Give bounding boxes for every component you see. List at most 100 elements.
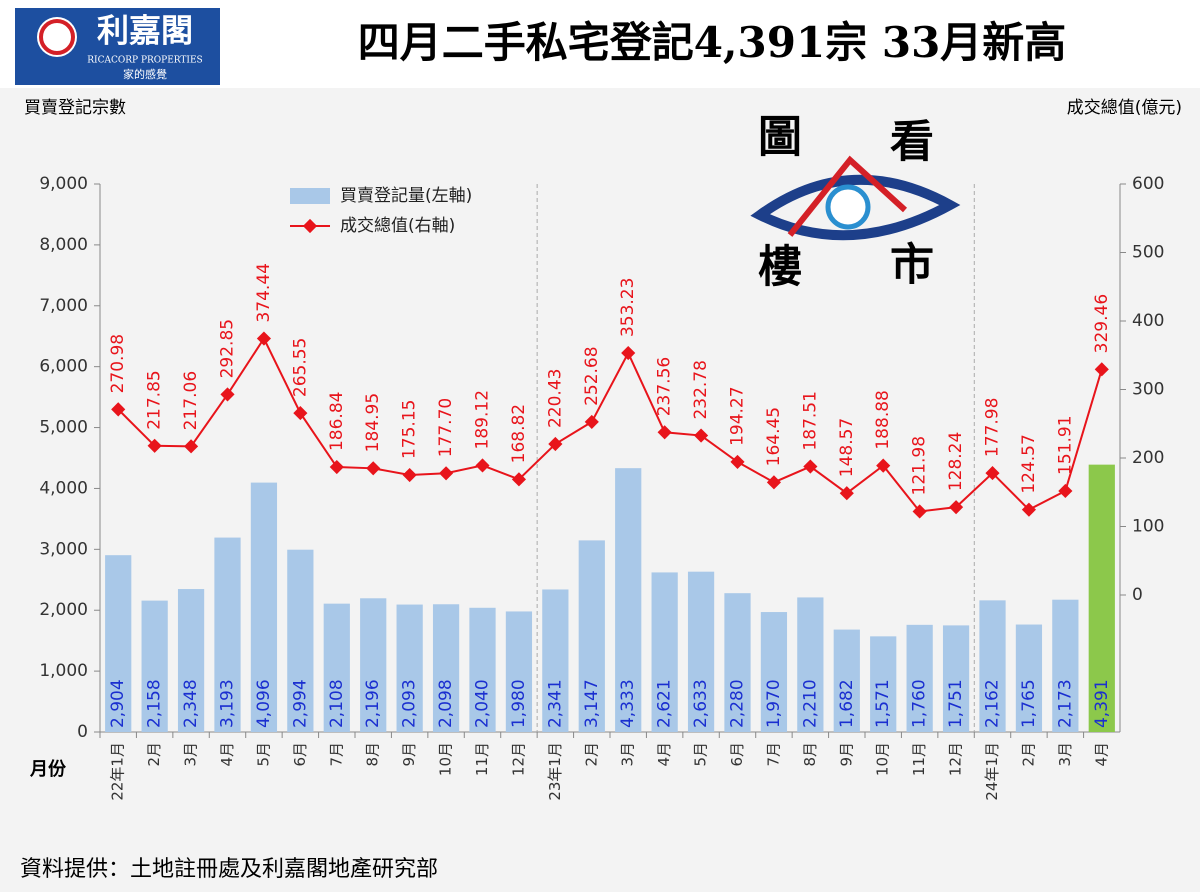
line-marker <box>1094 362 1109 377</box>
line-marker <box>475 458 490 473</box>
bar-value-label: 2,093 <box>400 679 420 728</box>
x-tick-label: 2月 <box>1019 742 1037 767</box>
bar <box>542 589 569 732</box>
bar <box>396 604 423 732</box>
line-value-label: 353.23 <box>618 278 638 337</box>
line-value-label: 177.98 <box>983 398 1003 457</box>
line-marker <box>766 475 781 490</box>
y2-tick-label: 200 <box>1132 448 1164 468</box>
bar <box>250 482 278 732</box>
bar <box>942 625 970 732</box>
watermark-roof <box>787 155 908 237</box>
bar <box>141 600 168 732</box>
bar <box>177 589 205 732</box>
line-marker <box>548 436 563 452</box>
x-tick-label: 10月 <box>874 742 892 776</box>
line-marker <box>839 486 854 501</box>
watermark-eye <box>750 174 961 241</box>
x-tick-label: 9月 <box>837 742 855 767</box>
bar-value-label: 2,196 <box>363 679 383 728</box>
line-value-label: 252.68 <box>582 346 602 405</box>
logo-ring <box>39 19 75 55</box>
y2-tick-label: 500 <box>1132 243 1164 263</box>
line-value-label: 175.15 <box>400 400 420 459</box>
x-tick-label: 5月 <box>254 742 272 767</box>
y-tick-label: 7,000 <box>39 296 88 316</box>
x-tick-label: 12月 <box>509 742 527 776</box>
line-marker <box>511 472 526 487</box>
line-marker <box>876 458 891 473</box>
y2-tick-label: 300 <box>1132 380 1164 400</box>
bar-value-label: 1,760 <box>910 679 930 728</box>
line-marker <box>111 402 126 417</box>
line-value-label: 220.43 <box>545 369 565 428</box>
bar <box>833 629 860 732</box>
watermark-char: 看 <box>890 117 934 168</box>
bar-value-label: 2,162 <box>983 679 1003 728</box>
y-tick-label: 9,000 <box>39 174 88 194</box>
y2-tick-label: 400 <box>1132 311 1164 331</box>
line-value-label: 177.70 <box>436 398 456 457</box>
bar <box>505 611 533 732</box>
line-value-label: 265.55 <box>290 338 310 397</box>
line-value-label: 217.06 <box>181 371 201 430</box>
y-tick-label: 2,000 <box>39 600 88 620</box>
line-value-label: 270.98 <box>108 334 128 393</box>
line-value-label: 128.24 <box>946 432 966 491</box>
line-value-label: 217.85 <box>145 370 165 429</box>
y-tick-label: 0 <box>77 722 88 742</box>
line-marker <box>584 414 599 429</box>
bar-value-label: 2,348 <box>181 679 201 728</box>
x-tick-label: 10月 <box>437 742 455 776</box>
line-value-label: 164.45 <box>764 407 784 466</box>
bar-value-label: 4,391 <box>1092 679 1112 728</box>
y2-tick-label: 100 <box>1132 517 1164 537</box>
bar <box>687 571 715 732</box>
watermark-lens <box>825 184 871 230</box>
bar <box>797 597 824 732</box>
line-value-label: 124.57 <box>1019 434 1039 493</box>
bar <box>651 572 678 732</box>
watermark-char: 市 <box>890 240 934 291</box>
line-value-label: 121.98 <box>910 436 930 495</box>
x-tick-label: 23年1月 <box>546 742 564 801</box>
legend-label: 成交總值(右軸) <box>340 216 455 236</box>
logo-slogan: 家的感覺 <box>123 67 167 81</box>
bar-value-label: 3,147 <box>582 679 602 728</box>
x-tick-label: 4月 <box>218 742 236 767</box>
line-value-label: 232.78 <box>691 360 711 419</box>
bar <box>287 549 314 732</box>
line-value-label: 189.12 <box>473 390 493 449</box>
line-marker <box>220 387 235 402</box>
line-marker <box>621 345 636 361</box>
y-tick-label: 3,000 <box>39 539 88 559</box>
bar <box>870 636 897 732</box>
x-tick-label: 5月 <box>692 742 710 767</box>
line-marker <box>402 467 417 483</box>
line-value-label: 292.85 <box>218 319 238 378</box>
x-tick-label: 2月 <box>582 742 600 767</box>
y-tick-label: 4,000 <box>39 478 88 498</box>
x-tick-label: 12月 <box>947 742 965 776</box>
bar <box>760 612 788 732</box>
bar <box>906 624 933 732</box>
bar <box>323 603 350 732</box>
line-value-label: 329.46 <box>1092 294 1112 353</box>
bar-value-label: 1,682 <box>837 679 857 728</box>
bar <box>469 607 496 732</box>
bar-value-label: 1,765 <box>1019 679 1039 728</box>
bar <box>105 555 132 732</box>
line-marker <box>985 466 1000 481</box>
x-tick-label: 6月 <box>291 742 309 767</box>
x-tick-label: 8月 <box>364 742 382 767</box>
bar <box>360 598 387 732</box>
y-tick-label: 5,000 <box>39 418 88 438</box>
line <box>117 336 1103 513</box>
x-tick-label: 3月 <box>1056 742 1074 767</box>
line-value-label: 168.82 <box>509 404 529 463</box>
bar <box>1052 599 1079 732</box>
line-marker <box>694 428 709 443</box>
bar-value-label: 2,098 <box>436 679 456 728</box>
legend-swatch <box>290 188 330 204</box>
